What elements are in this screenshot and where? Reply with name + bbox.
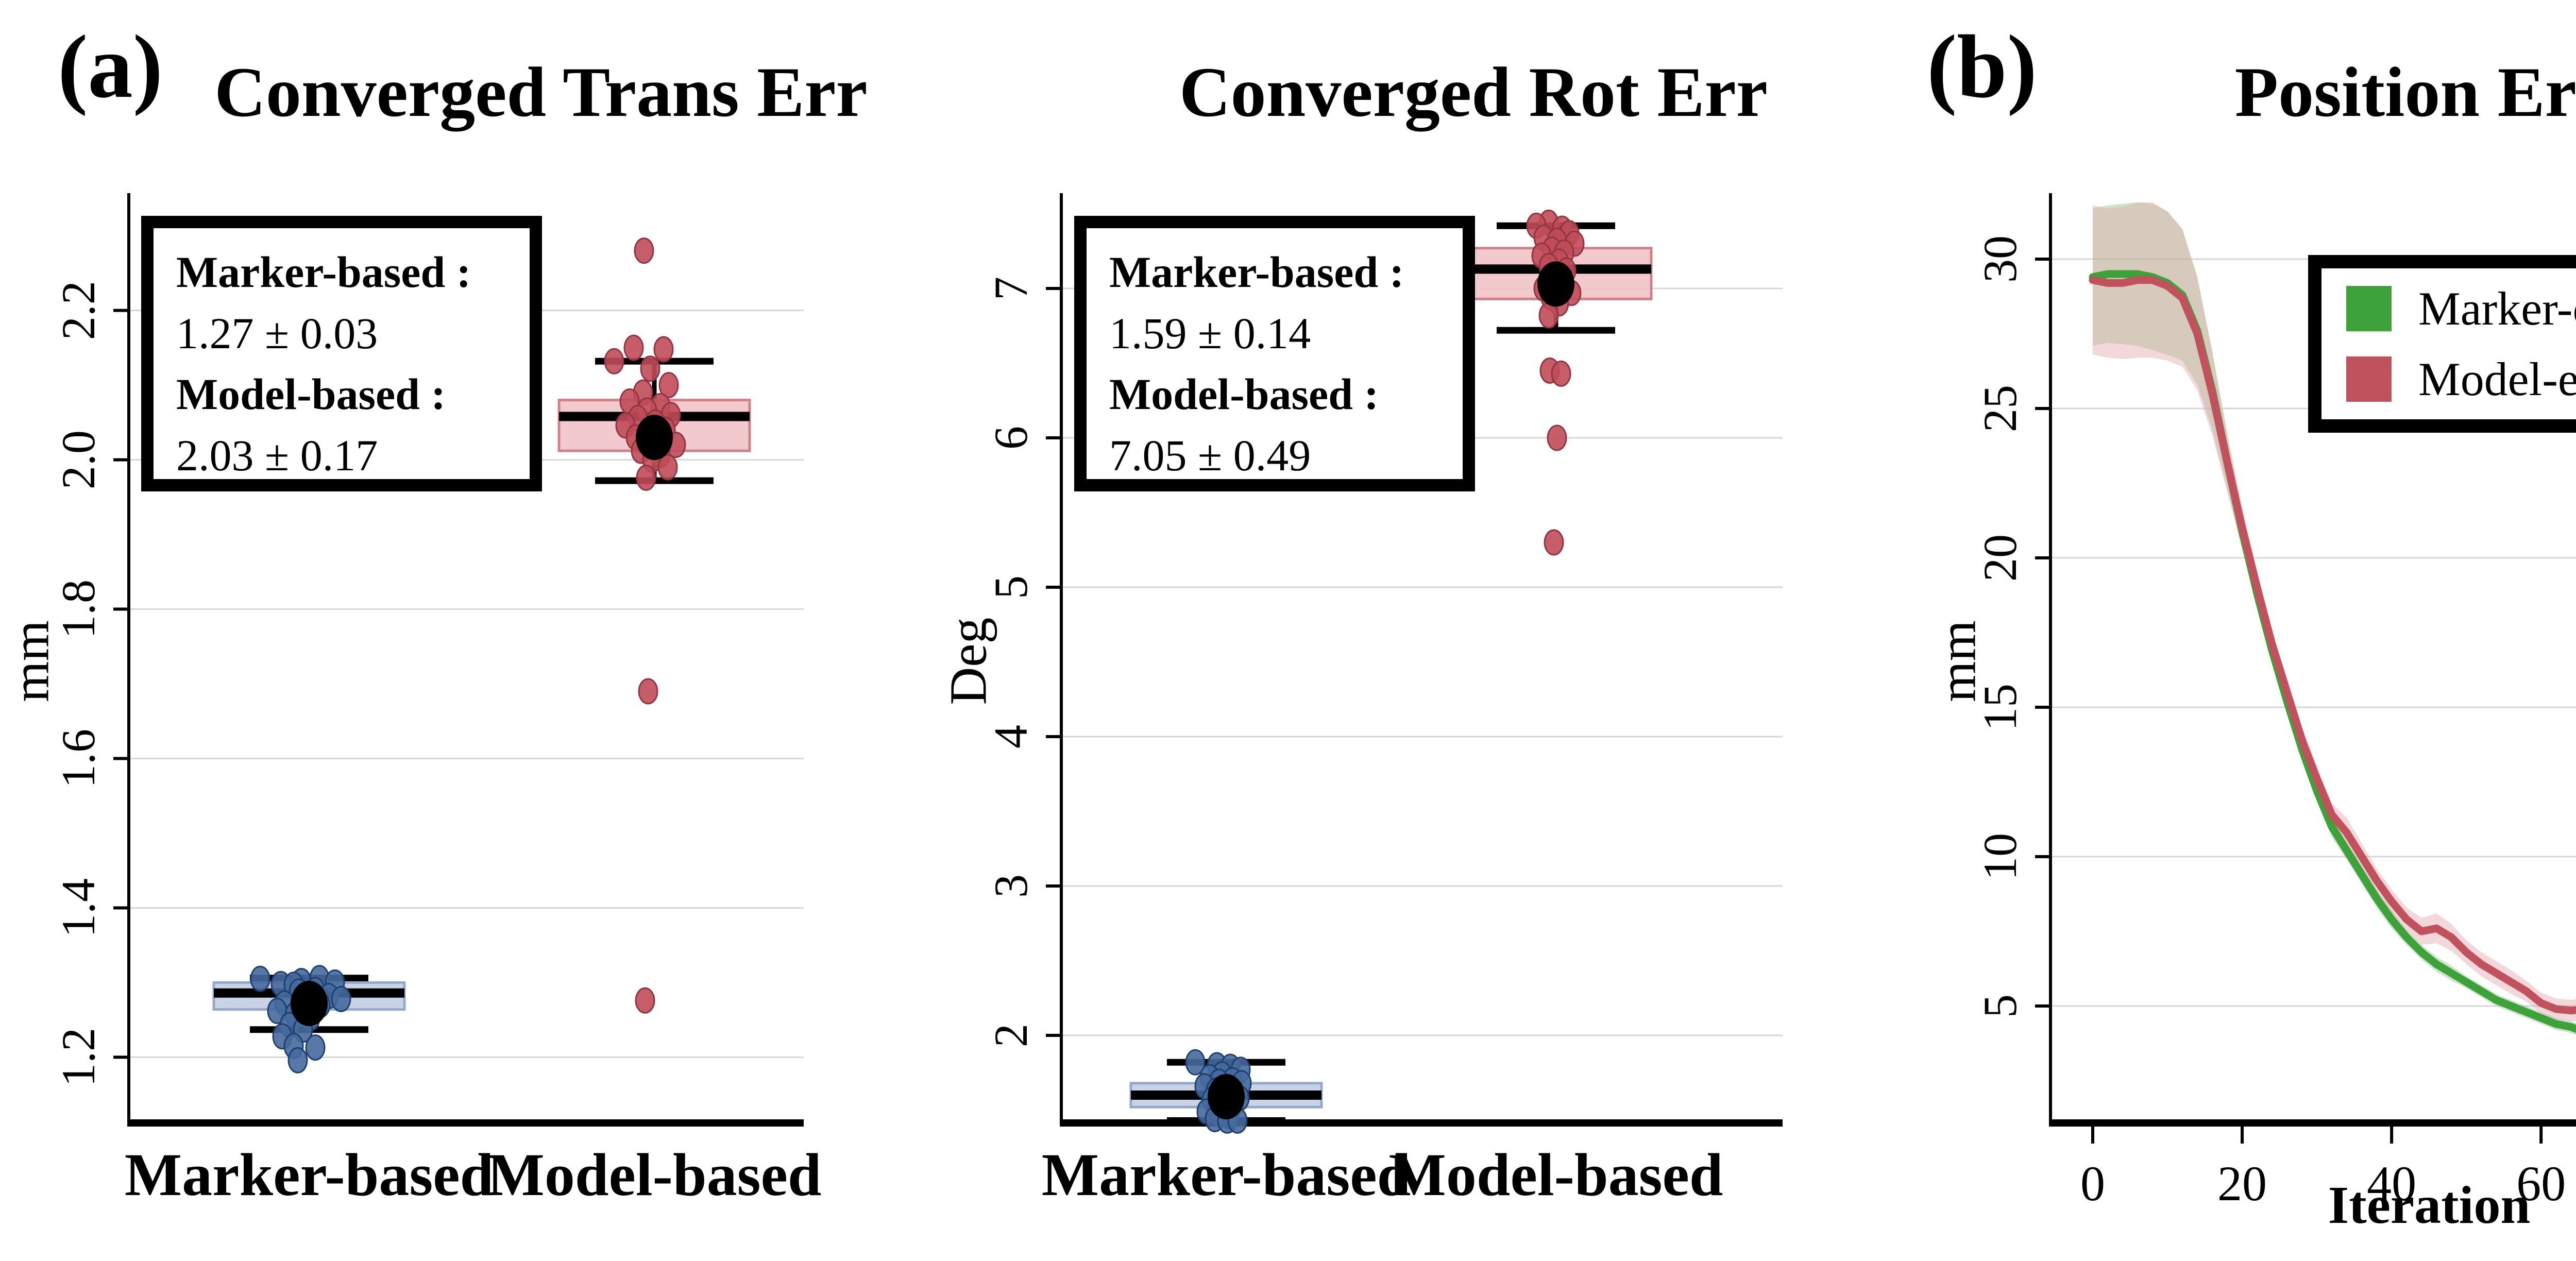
scatter-point (331, 985, 351, 1012)
category-label: Marker-based (125, 1141, 494, 1208)
x-tick-label: 0 (2080, 1156, 2105, 1211)
annotation-line: 1.27 ± 0.03 (176, 308, 378, 358)
scatter-point (657, 454, 678, 481)
y-tick-label: 1.4 (52, 878, 105, 938)
y-tick-label: 1.6 (52, 729, 105, 788)
scatter-point (636, 464, 656, 491)
ylabel-rot-deg: Deg (939, 617, 998, 705)
y-tick-label: 1.8 (52, 580, 105, 639)
legend-row: Model-estimated Err (2346, 352, 2576, 406)
scatter-point (640, 355, 660, 382)
y-tick-label: 2 (985, 1024, 1037, 1047)
box-group-marker-based: Marker-based (1042, 1049, 1411, 1208)
y-tick-label: 15 (1974, 684, 2026, 731)
scatter-point (287, 1047, 308, 1073)
y-tick-label: 6 (985, 426, 1037, 450)
x-tick-label: 60 (2516, 1156, 2566, 1211)
y-tick-label: 2.2 (52, 281, 105, 340)
annotation-line: Marker-based : (176, 247, 471, 297)
red-series-swatch-icon (2346, 356, 2392, 402)
scatter-point (1551, 360, 1571, 387)
scatter-point (1538, 302, 1559, 329)
plot-area (2089, 202, 2576, 1035)
scatter-point (1547, 424, 1567, 451)
scatter-point (638, 678, 658, 705)
y-tick-label: 4 (985, 725, 1037, 748)
y-tick-label: 3 (985, 874, 1037, 898)
category-label: Model-based (487, 1141, 822, 1208)
chart-converged-trans: 1.21.41.61.82.02.2Marker-basedModel-base… (52, 193, 822, 1208)
ylabel-position-mm: mm (1928, 620, 1987, 702)
legend-position-err: Marker-observed Err Model-estimated Err (2308, 255, 2576, 433)
mean-dot (636, 415, 673, 461)
green-series-swatch-icon (2346, 286, 2392, 332)
mean-dot (1208, 1073, 1245, 1119)
scatter-point (1185, 1049, 1206, 1076)
annotation-line: Marker-based : (1109, 247, 1404, 297)
scatter-point (305, 1034, 326, 1061)
legend-label: Marker-observed Err (2418, 282, 2576, 335)
y-tick-label: 5 (1974, 994, 2026, 1018)
category-label: Model-based (1389, 1141, 1723, 1208)
scatter-point (250, 965, 270, 992)
chart-position-err: 51015202530020406080 (1974, 193, 2576, 1211)
mean-dot (1537, 261, 1574, 307)
scatter-point (623, 334, 644, 361)
box-group-marker-based: Marker-based (125, 965, 494, 1208)
annotation-rot-stats: Marker-based : 1.59 ± 0.14 Model-based :… (1074, 216, 1475, 491)
y-tick-label: 5 (985, 575, 1037, 599)
annotation-line: 1.59 ± 0.14 (1109, 308, 1311, 358)
title-position-err: Position Err (2234, 53, 2576, 131)
category-label: Marker-based (1042, 1141, 1411, 1208)
title-converged-trans-err: Converged Trans Err (214, 53, 868, 131)
y-tick-label: 7 (985, 277, 1037, 300)
y-tick-label: 20 (1974, 534, 2026, 582)
x-tick-label: 40 (2367, 1156, 2416, 1211)
xlabel-position-iteration: Iteration (2328, 1175, 2531, 1235)
legend-row: Marker-observed Err (2346, 281, 2576, 336)
y-tick-label: 10 (1974, 833, 2026, 880)
mean-dot (291, 981, 328, 1027)
scatter-point (653, 336, 674, 363)
y-tick-label: 2.0 (52, 430, 105, 489)
ylabel-trans-mm: mm (2, 620, 60, 702)
y-tick-label: 1.2 (52, 1028, 105, 1087)
annotation-trans-stats: Marker-based : 1.27 ± 0.03 Model-based :… (141, 216, 542, 491)
title-converged-rot-err: Converged Rot Err (1179, 53, 1768, 131)
panel-a-label: (a) (58, 16, 163, 116)
y-tick-label: 25 (1974, 385, 2026, 432)
x-tick-label: 20 (2217, 1156, 2267, 1211)
panel-b-label: (b) (1927, 16, 2037, 116)
legend-label: Model-estimated Err (2418, 352, 2576, 405)
annotation-line: 7.05 ± 0.49 (1109, 431, 1311, 481)
annotation-line: 2.03 ± 0.17 (176, 431, 378, 481)
scatter-point (658, 372, 679, 399)
scatter-point (604, 348, 624, 374)
box-group-model-based: Model-based (1389, 209, 1723, 1208)
scatter-point (634, 237, 654, 264)
box-group-model-based: Model-based (487, 237, 822, 1208)
scatter-point (1544, 529, 1564, 556)
annotation-line: Model-based : (176, 369, 446, 419)
annotation-line: Model-based : (1109, 369, 1379, 419)
y-tick-label: 30 (1974, 235, 2026, 283)
scatter-point (635, 987, 655, 1014)
series-line-red (2089, 276, 2576, 1015)
